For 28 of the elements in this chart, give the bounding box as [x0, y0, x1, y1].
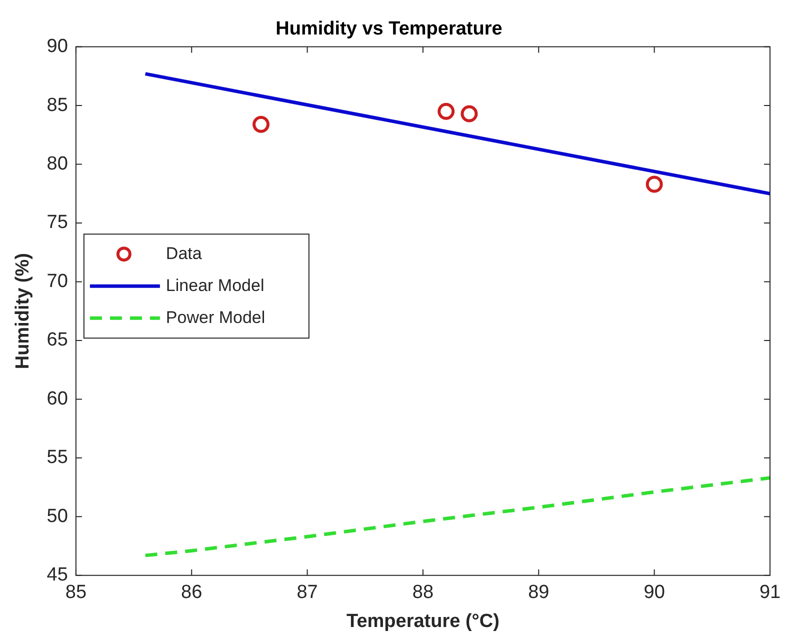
y-axis-title: Humidity (%)	[12, 253, 34, 370]
legend-label: Linear Model	[166, 276, 264, 295]
x-tick-label: 87	[296, 582, 318, 604]
y-tick-label: 55	[46, 447, 68, 468]
x-tick-label: 91	[759, 582, 781, 604]
y-tick-label: 60	[46, 388, 68, 410]
legend-label: Data	[166, 244, 202, 263]
line-series	[144, 476, 770, 558]
point	[460, 105, 478, 122]
x-tick-label: 90	[644, 582, 665, 604]
y-tick-label: 90	[46, 36, 68, 58]
point	[646, 176, 663, 193]
x-tick-label: 86	[181, 582, 202, 604]
legend-label: Power Model	[166, 308, 266, 327]
x-axis-title: Temperature (°C)	[346, 610, 500, 632]
x-tick-label: 89	[528, 582, 550, 604]
point	[438, 102, 455, 120]
y-tick-label: 80	[46, 154, 68, 174]
y-tick-label: 85	[46, 94, 68, 116]
y-tick-label: 70	[46, 270, 68, 292]
chart-title: Humidity vs Temperature	[276, 18, 502, 40]
x-tick-label: 88	[412, 582, 434, 604]
y-tick-label: 50	[46, 506, 68, 527]
y-tick-label: 75	[46, 212, 68, 234]
x-tick-label: 85	[65, 582, 87, 604]
point	[252, 116, 270, 133]
y-tick-label: 65	[46, 330, 68, 351]
y-tick-label: 45	[46, 564, 68, 586]
